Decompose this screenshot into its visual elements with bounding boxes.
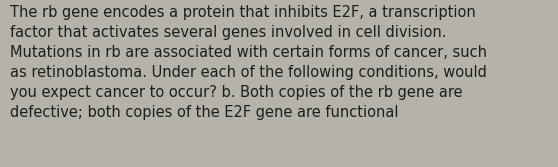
Text: The rb gene encodes a protein that inhibits E2F, a transcription
factor that act: The rb gene encodes a protein that inhib… (10, 5, 487, 120)
